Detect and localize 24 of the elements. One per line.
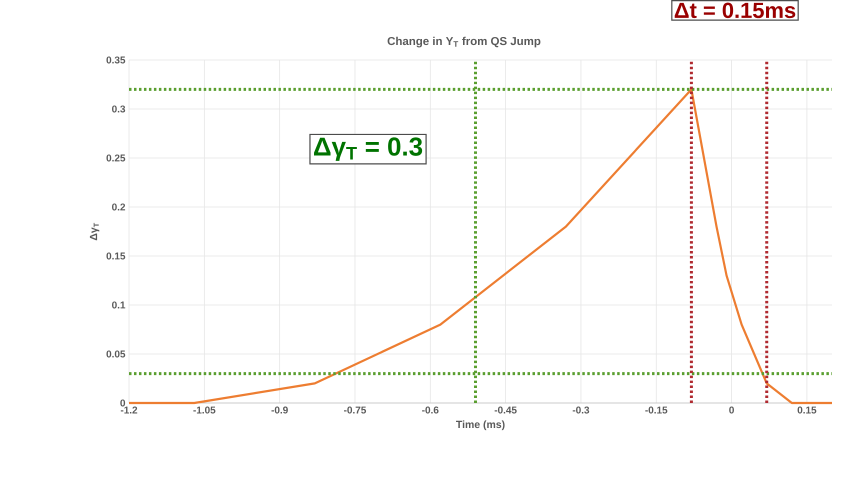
y-tick-label: 0.05 — [106, 350, 126, 358]
x-axis-title: Time (ms) — [456, 420, 505, 430]
text: Δt = 0.15ms — [674, 2, 796, 18]
x-tick-label: -0.15 — [645, 406, 668, 414]
y-tick-label: 0.35 — [106, 56, 126, 64]
x-tick-label: -1.05 — [193, 406, 216, 414]
x-tick-label: -0.75 — [344, 406, 366, 414]
y-tick-label: 0.2 — [112, 203, 126, 211]
x-tick-label: 0 — [729, 406, 734, 414]
y-tick-label: 0.15 — [106, 252, 126, 260]
x-tick-label: -0.9 — [271, 406, 288, 414]
y-tick-label: 0.1 — [112, 301, 126, 309]
y-tick-label: 0 — [120, 399, 126, 407]
line-series — [128, 88, 834, 404]
y-tick-label: 0.25 — [106, 154, 126, 162]
annotation: Δγ$_{T}$ = 0.3 — [314, 137, 422, 161]
x-tick-label: -1.2 — [120, 406, 138, 414]
x-tick-label: 0.15 — [798, 406, 816, 414]
chart-title: Change in Y$_{T}$ from QS Jump — [388, 36, 540, 48]
y-axis-title: Δγ$_{T}$ — [90, 222, 100, 240]
x-tick-label: -0.6 — [422, 406, 439, 414]
x-tick-label: -0.45 — [494, 406, 517, 414]
y-tick-label: 0.3 — [112, 105, 126, 113]
x-tick-label: -0.3 — [572, 406, 590, 414]
